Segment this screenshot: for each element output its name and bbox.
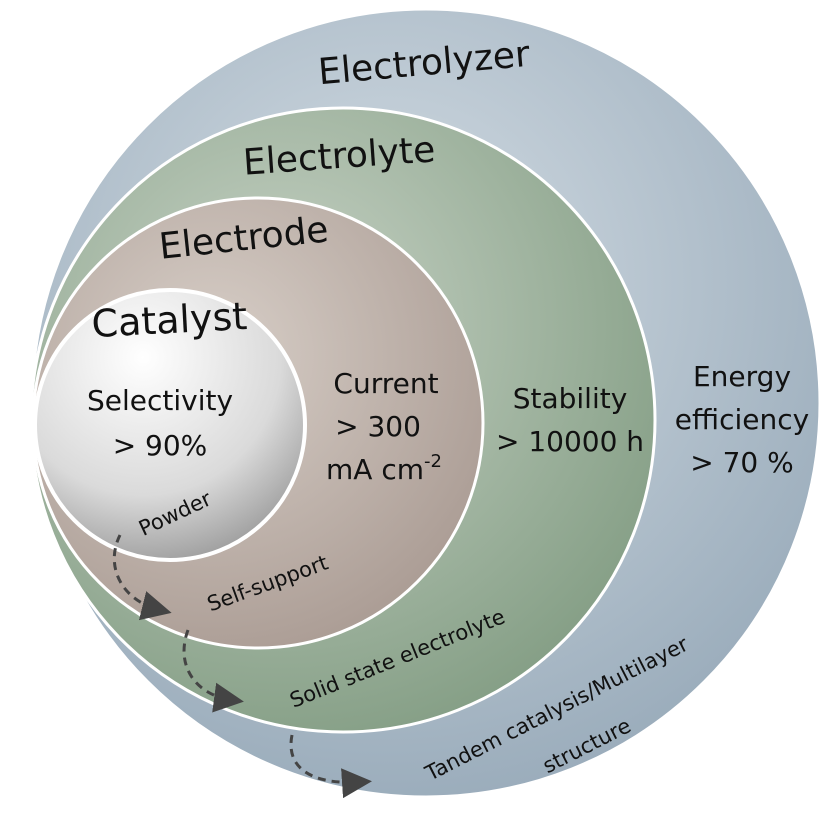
metric: > 70 %: [690, 446, 794, 479]
metric-exponent: -2: [424, 451, 442, 472]
arrow: [112, 534, 172, 621]
metric: > 10000 h: [496, 425, 644, 458]
arrow: [289, 734, 372, 799]
catalyst-circle: [33, 288, 307, 562]
metric: Energy: [693, 360, 791, 393]
arrow: [182, 629, 244, 713]
metric: Stability: [513, 382, 628, 415]
metric: efficiency: [675, 403, 809, 436]
metric: > 90%: [113, 429, 208, 462]
metric: Current: [333, 367, 438, 400]
metric: > 300: [335, 410, 421, 443]
metric: Selectivity: [87, 384, 233, 417]
metric: mA cm-2: [326, 451, 442, 486]
metric-unit: mA cm: [326, 453, 424, 486]
layer-title: Catalyst: [90, 294, 248, 346]
